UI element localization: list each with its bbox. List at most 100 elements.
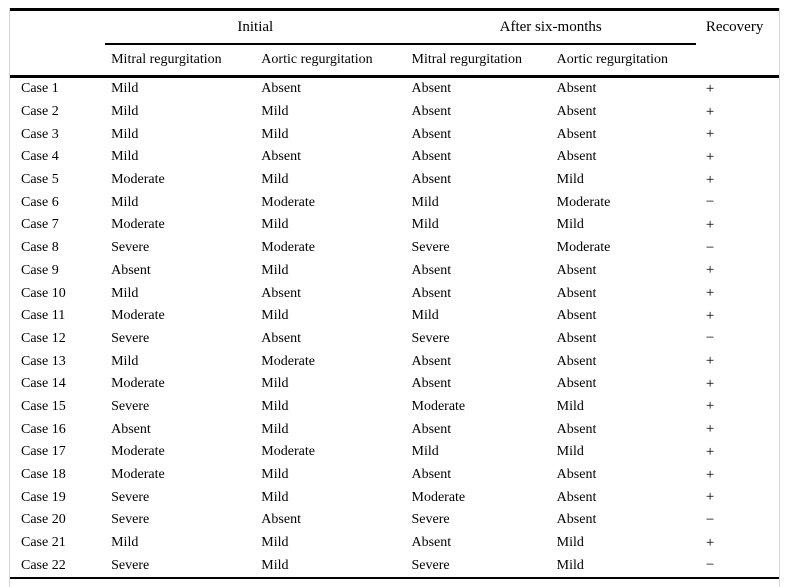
header-group-after-six-months: After six-months bbox=[405, 9, 696, 45]
table-row: Case 5 Moderate Mild Absent Mild + bbox=[10, 169, 779, 192]
cell-recovery-status: − bbox=[705, 511, 715, 528]
cell-case-label: Case 5 bbox=[21, 172, 59, 188]
cell-initial-aortic: Mild bbox=[261, 217, 289, 233]
table-row: Case 7 Moderate Mild Mild Mild + bbox=[10, 214, 779, 237]
cell-after-aortic: Absent bbox=[556, 262, 597, 278]
cell-recovery-status: + bbox=[705, 80, 715, 97]
table-row: Case 15 Severe Mild Moderate Mild + bbox=[10, 396, 779, 419]
cell-after-mitral: Absent bbox=[411, 126, 452, 142]
cell-after-aortic: Absent bbox=[556, 81, 597, 97]
cell-initial-mitral: Mild bbox=[111, 81, 139, 97]
table-row: Case 3 Mild Mild Absent Absent + bbox=[10, 123, 779, 146]
table-row: Case 11 Moderate Mild Mild Absent + bbox=[10, 305, 779, 328]
table-row: Case 13 Mild Moderate Absent Absent + bbox=[10, 350, 779, 373]
cell-initial-aortic: Absent bbox=[261, 330, 301, 346]
table-row: Case 16 Absent Mild Absent Absent + bbox=[10, 418, 779, 441]
cell-case-label: Case 19 bbox=[21, 489, 66, 505]
cell-initial-mitral: Mild bbox=[111, 126, 139, 142]
cell-initial-mitral: Moderate bbox=[111, 467, 165, 483]
cell-initial-aortic: Mild bbox=[261, 535, 289, 551]
cell-recovery-status: + bbox=[705, 216, 715, 233]
header-case-corner bbox=[10, 9, 106, 78]
cell-initial-aortic: Mild bbox=[261, 308, 289, 324]
cell-after-aortic: Absent bbox=[556, 376, 597, 392]
cell-case-label: Case 20 bbox=[21, 512, 66, 528]
cell-after-mitral: Absent bbox=[411, 376, 452, 392]
cell-case-label: Case 6 bbox=[21, 194, 59, 210]
cell-initial-mitral: Mild bbox=[111, 194, 139, 210]
cell-after-mitral: Absent bbox=[411, 353, 452, 369]
cell-case-label: Case 8 bbox=[21, 240, 59, 256]
cell-recovery-status: − bbox=[705, 557, 715, 574]
table-row: Case 8 Severe Moderate Severe Moderate − bbox=[10, 237, 779, 260]
cell-after-mitral: Severe bbox=[411, 512, 450, 528]
cell-initial-aortic: Moderate bbox=[261, 353, 315, 369]
cell-initial-mitral: Absent bbox=[111, 262, 151, 278]
table-header: Initial After six-months Recovery Mitral… bbox=[10, 9, 779, 78]
cell-initial-aortic: Absent bbox=[261, 149, 301, 165]
cell-after-aortic: Absent bbox=[556, 149, 597, 165]
cell-initial-aortic: Moderate bbox=[261, 444, 315, 460]
cell-recovery-status: + bbox=[705, 398, 715, 415]
cell-case-label: Case 18 bbox=[21, 467, 66, 483]
table-row: Case 1 Mild Absent Absent Absent + bbox=[10, 77, 779, 101]
table-row: Case 2 Mild Mild Absent Absent + bbox=[10, 101, 779, 124]
header-group-initial: Initial bbox=[105, 9, 406, 45]
subheader-after-mitral: Mitral regurgitation bbox=[405, 44, 551, 78]
cell-initial-aortic: Moderate bbox=[261, 240, 315, 256]
cell-case-label: Case 16 bbox=[21, 421, 66, 437]
cell-case-label: Case 9 bbox=[21, 262, 59, 278]
cell-after-aortic: Mild bbox=[556, 535, 584, 551]
cell-initial-mitral: Severe bbox=[111, 512, 150, 528]
table-row: Case 6 Mild Moderate Mild Moderate − bbox=[10, 191, 779, 214]
cell-after-aortic: Mild bbox=[556, 217, 584, 233]
cell-after-aortic: Absent bbox=[556, 126, 597, 142]
header-group-row: Initial After six-months Recovery bbox=[10, 9, 779, 78]
cell-recovery-status: + bbox=[705, 466, 715, 483]
cell-case-label: Case 14 bbox=[21, 376, 66, 392]
table-row: Case 4 Mild Absent Absent Absent + bbox=[10, 146, 779, 169]
subheader-initial-mitral: Mitral regurgitation bbox=[105, 44, 256, 78]
cell-after-mitral: Absent bbox=[411, 172, 452, 188]
table-row: Case 19 Severe Mild Moderate Absent + bbox=[10, 486, 779, 509]
cell-recovery-status: + bbox=[705, 148, 715, 165]
cell-recovery-status: + bbox=[705, 489, 715, 506]
cell-initial-mitral: Mild bbox=[111, 353, 139, 369]
cell-case-label: Case 4 bbox=[21, 149, 59, 165]
cell-initial-mitral: Severe bbox=[111, 398, 150, 414]
cell-initial-mitral: Moderate bbox=[111, 308, 165, 324]
cell-after-aortic: Absent bbox=[556, 421, 597, 437]
cell-recovery-status: + bbox=[705, 103, 715, 120]
cell-recovery-status: + bbox=[705, 126, 715, 143]
cell-after-mitral: Absent bbox=[411, 467, 452, 483]
cell-initial-aortic: Mild bbox=[261, 262, 289, 278]
cell-after-mitral: Mild bbox=[411, 444, 439, 460]
cell-after-mitral: Absent bbox=[411, 535, 452, 551]
cell-after-aortic: Mild bbox=[556, 444, 584, 460]
cell-after-mitral: Mild bbox=[411, 194, 439, 210]
cell-after-aortic: Absent bbox=[556, 512, 597, 528]
table-body: Case 1 Mild Absent Absent Absent + Case … bbox=[10, 77, 779, 579]
cell-initial-mitral: Mild bbox=[111, 535, 139, 551]
cell-case-label: Case 10 bbox=[21, 285, 66, 301]
cell-case-label: Case 15 bbox=[21, 398, 66, 414]
cell-after-aortic: Absent bbox=[556, 330, 597, 346]
cell-recovery-status: + bbox=[705, 534, 715, 551]
cell-initial-aortic: Mild bbox=[261, 421, 289, 437]
cell-recovery-status: + bbox=[705, 285, 715, 302]
table-row: Case 9 Absent Mild Absent Absent + bbox=[10, 260, 779, 283]
cell-after-mitral: Mild bbox=[411, 217, 439, 233]
cell-after-mitral: Severe bbox=[411, 557, 450, 573]
subheader-after-aortic: Aortic regurgitation bbox=[550, 44, 696, 78]
cell-recovery-status: + bbox=[705, 421, 715, 438]
table-row: Case 14 Moderate Mild Absent Absent + bbox=[10, 373, 779, 396]
cell-initial-aortic: Mild bbox=[261, 398, 289, 414]
cell-after-aortic: Absent bbox=[556, 467, 597, 483]
cell-after-aortic: Absent bbox=[556, 285, 597, 301]
cell-initial-aortic: Mild bbox=[261, 126, 289, 142]
cell-after-mitral: Moderate bbox=[411, 398, 466, 414]
cell-after-mitral: Moderate bbox=[411, 489, 466, 505]
regurgitation-table: Initial After six-months Recovery Mitral… bbox=[10, 8, 779, 580]
cell-case-label: Case 3 bbox=[21, 126, 59, 142]
